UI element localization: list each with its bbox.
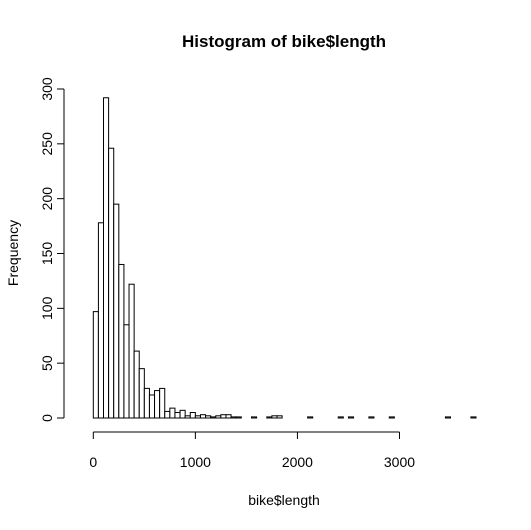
histogram-bar	[109, 148, 114, 418]
histogram-bar	[98, 223, 103, 418]
histogram-bar	[180, 410, 185, 418]
chart-title: Histogram of bike$length	[182, 32, 386, 51]
y-tick-label: 250	[39, 132, 55, 156]
x-tick-label: 0	[89, 454, 97, 470]
histogram-bar	[226, 415, 231, 418]
y-tick-label: 0	[39, 414, 55, 422]
histogram-bar	[471, 417, 476, 418]
y-tick-label: 150	[39, 242, 55, 266]
histogram-bar	[170, 408, 175, 418]
histogram-bar	[252, 417, 257, 418]
histogram-bar	[124, 325, 129, 418]
histogram-bar	[389, 417, 394, 418]
histogram-bar	[195, 416, 200, 418]
y-axis: 0 50 100 150 200 250 300	[39, 77, 64, 422]
y-tick-label: 200	[39, 187, 55, 211]
histogram-bar	[216, 416, 221, 418]
histogram-bar	[93, 312, 98, 418]
histogram-bar	[119, 264, 124, 418]
histogram-bar	[277, 416, 282, 418]
histogram-bar	[165, 411, 170, 418]
histogram-bar	[211, 417, 216, 418]
histogram-bar	[190, 413, 195, 418]
histogram-bar	[221, 415, 226, 418]
histogram-bar	[144, 388, 149, 418]
histogram-bar	[369, 417, 374, 418]
histogram-bar	[160, 388, 165, 418]
histogram-bar	[445, 417, 450, 418]
histogram-bar	[348, 417, 353, 418]
y-axis-label: Frequency	[5, 220, 21, 286]
histogram-bar	[139, 369, 144, 418]
histogram-bar	[104, 98, 109, 418]
histogram-bar	[175, 413, 180, 418]
histogram-bars	[93, 98, 476, 418]
x-tick-label: 2000	[282, 454, 313, 470]
histogram-bar	[185, 416, 190, 418]
histogram-bar	[231, 417, 236, 418]
histogram-bar	[338, 417, 343, 418]
y-tick-label: 100	[39, 296, 55, 320]
histogram-bar	[236, 417, 241, 418]
histogram-bar	[267, 417, 272, 418]
histogram-bar	[308, 417, 313, 418]
histogram-bar	[155, 391, 160, 418]
y-tick-label: 300	[39, 77, 55, 101]
x-tick-label: 3000	[384, 454, 415, 470]
histogram-bar	[206, 416, 211, 418]
histogram-bar	[272, 416, 277, 418]
histogram-bar	[200, 415, 205, 418]
histogram-bar	[129, 284, 134, 418]
x-tick-label: 1000	[180, 454, 211, 470]
x-axis: 0 1000 2000 3000	[89, 432, 415, 470]
histogram-bar	[149, 395, 154, 418]
histogram-bar	[114, 204, 119, 418]
histogram-bar	[134, 351, 139, 418]
y-tick-label: 50	[39, 355, 55, 371]
x-axis-label: bike$length	[248, 492, 320, 508]
